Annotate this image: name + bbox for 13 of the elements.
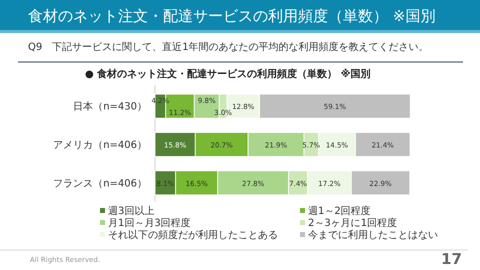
subtitle: Q9 下記サービスに関して、直近1年間のあなたの平均的な利用頻度を教えてください。 xyxy=(28,42,429,53)
title: 食材のネット注文・配達サービスの利用頻度（単数） ※国別 xyxy=(28,7,436,25)
legend-label: 週3回以上 xyxy=(108,206,154,217)
legend-label: それ以下の頻度だが利用したことある xyxy=(108,230,278,241)
legend-label: 2～3ヶ月に1回程度 xyxy=(308,218,398,229)
legend-label: 週1～2回程度 xyxy=(308,206,371,217)
category: アメリカ（n=406） xyxy=(53,140,147,151)
legend-label: 月1回～月3回程度 xyxy=(108,218,191,229)
legend-label: 今までに利用したことはない xyxy=(308,230,438,241)
annotation: ● 食材のネット注文・配達サービスの利用頻度（単数） ※国別 xyxy=(85,69,370,80)
category: 日本（n=430） xyxy=(73,102,147,113)
category: フランス（n=406） xyxy=(53,178,147,190)
annotation: 17 xyxy=(441,250,462,268)
